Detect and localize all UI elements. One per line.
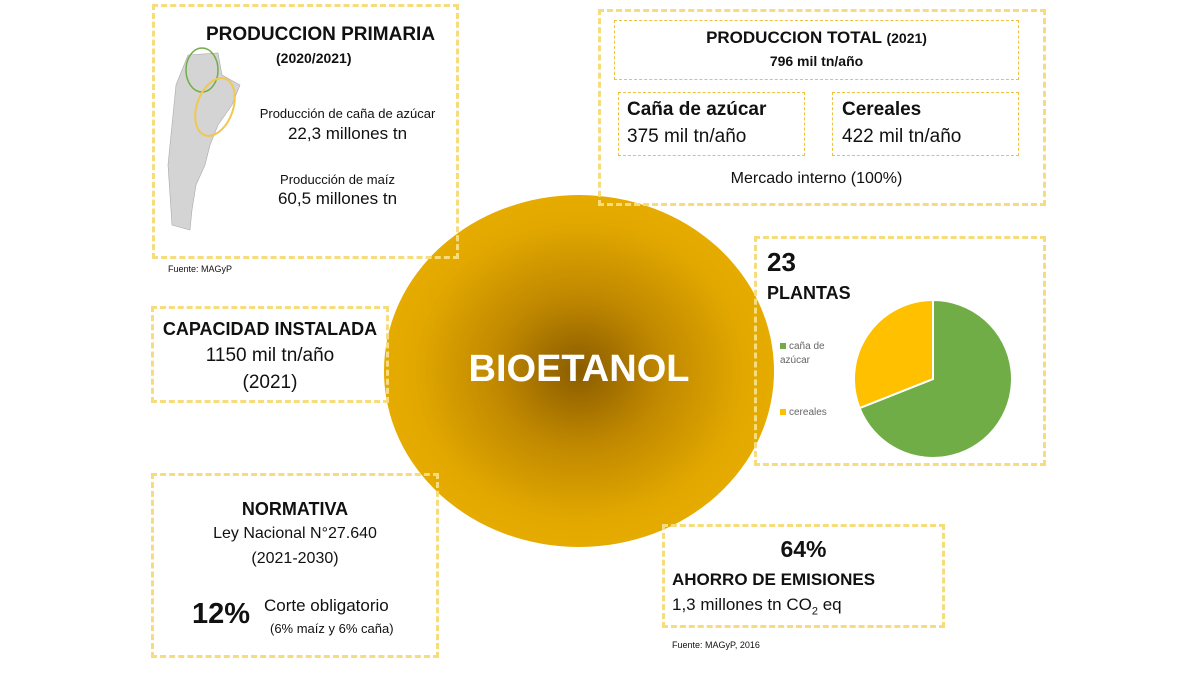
law-name: Ley Nacional N°27.640 [213,525,377,542]
plants-label: PLANTAS [767,283,851,303]
regulation-title: NORMATIVA [241,499,349,519]
center-title: BIOETANOL [468,348,690,390]
cane-value: 22,3 millones tn [287,124,408,143]
corn-label: Producción de maíz [280,172,395,187]
emissions-box [662,524,945,628]
emissions-value: 1,3 millones tn CO2 eq [672,595,842,618]
primary-production-box [152,4,459,259]
primary-period: (2020/2021) [276,50,352,66]
cane-production: 375 mil tn/año [627,126,747,147]
total-value: 796 mil tn/año [769,53,864,69]
primary-title: PRODUCCION PRIMARIA [206,24,436,45]
regulation-box [151,473,439,658]
capacity-title: CAPACIDAD INSTALADA [162,319,378,339]
total-title: PRODUCCION TOTAL (2021) [706,28,927,47]
emissions-title: AHORRO DE EMISIONES [672,570,876,589]
bioetanol-circle [384,195,774,547]
cane-box [618,92,805,156]
capacity-box [151,306,389,403]
cereal-production: 422 mil tn/año [842,126,962,147]
cane-title: Caña de azúcar [627,99,767,120]
capacity-year: (2021) [242,372,298,393]
total-production-box [598,9,1046,206]
capacity-value: 1150 mil tn/año [205,345,335,366]
cereal-box [832,92,1019,156]
emissions-percent: 64% [780,536,827,562]
primary-source: Fuente: MAGyP [168,264,233,274]
cut-detail: (6% maíz y 6% caña) [270,621,394,636]
legend-cereal: cereales [780,407,827,418]
legend-cane: caña de azúcar [780,341,825,366]
cane-label: Producción de caña de azúcar [259,106,436,121]
cut-percent: 12% [192,598,251,630]
plants-count: 23 [767,247,796,277]
law-period: (2021-2030) [251,550,339,567]
emissions-source: Fuente: MAGyP, 2016 [672,640,760,650]
pie-slice-cereal [853,298,934,410]
plants-pie-chart [853,298,1013,459]
cut-label: Corte obligatorio [264,596,389,615]
argentina-map-icon [167,47,241,231]
total-header-box [614,20,1019,80]
cereal-title: Cereales [842,99,922,120]
plants-box [754,236,1046,466]
corn-value: 60,5 millones tn [277,189,398,208]
market-label: Mercado interno (100%) [730,170,903,187]
pie-slice-cane [858,298,1013,459]
